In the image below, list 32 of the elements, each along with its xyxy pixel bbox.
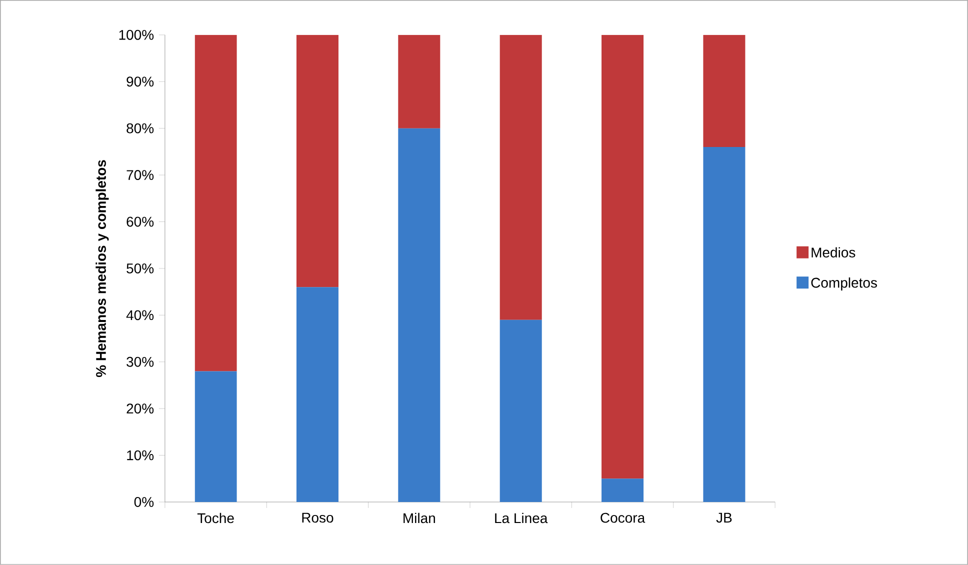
bar: [500, 320, 542, 502]
y-tick-label: 40%: [126, 310, 154, 320]
bar: [296, 34, 338, 288]
y-tick-label: 50%: [126, 264, 154, 274]
x-tick-label: Cocora: [600, 512, 646, 523]
y-tick-label: 20%: [126, 404, 154, 414]
bar: [602, 34, 644, 479]
bar: [194, 371, 237, 502]
y-tick-label: 30%: [126, 356, 154, 367]
y-tick-label: 90%: [126, 76, 154, 87]
bar: [398, 128, 440, 502]
bar: [500, 34, 542, 320]
y-tick-label: 0%: [134, 497, 154, 507]
x-tick-label: Toche: [197, 512, 234, 524]
y-axis-title: % Hemanos medios y completos: [96, 160, 109, 378]
x-tick-label: La Linea: [495, 512, 548, 524]
bar: [602, 478, 644, 502]
y-tick-label: 100%: [119, 30, 154, 40]
y-tick-label: 60%: [126, 216, 154, 227]
bar: [703, 34, 746, 148]
bar: [194, 34, 237, 372]
legend-label: Completos: [811, 277, 877, 291]
x-tick-label: Roso: [302, 512, 334, 523]
legend-label: Medios: [812, 247, 856, 258]
bar: [703, 147, 746, 502]
x-tick-label: JB: [716, 512, 732, 523]
bar: [398, 34, 440, 128]
bar: [296, 287, 338, 502]
y-tick-label: 80%: [126, 123, 154, 134]
y-tick-label: 10%: [127, 450, 154, 460]
x-tick-label: Milan: [404, 512, 435, 524]
y-tick-label: 70%: [126, 170, 154, 180]
